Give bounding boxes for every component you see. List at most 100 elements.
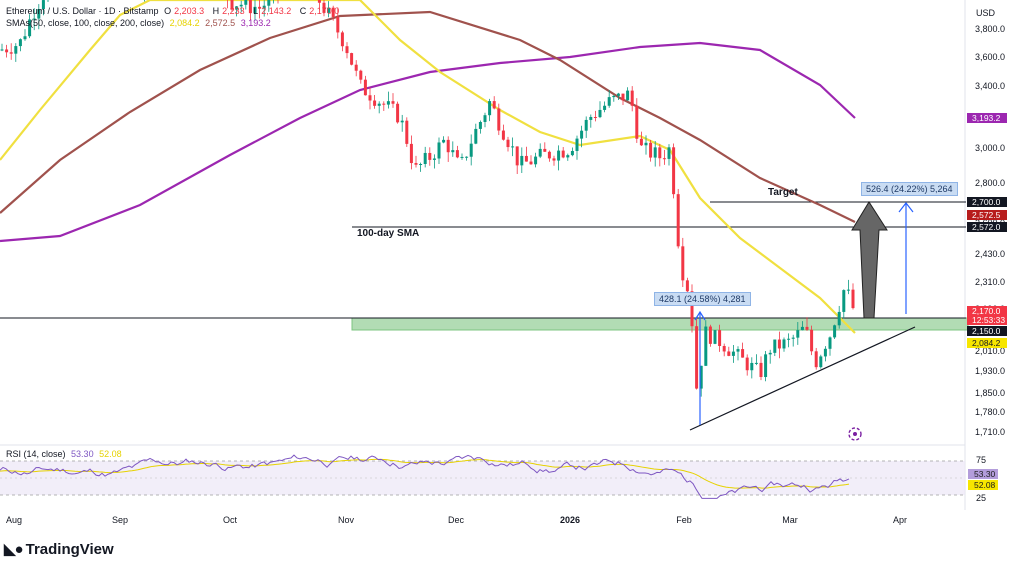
sma50-line	[0, 0, 856, 334]
x-tick-label: Sep	[112, 515, 128, 525]
candle-body	[244, 0, 248, 5]
x-axis: Aug Sep Oct Nov Dec 2026 Feb Mar Apr	[6, 515, 907, 525]
candle-body	[446, 139, 450, 153]
candle-body	[561, 150, 565, 158]
y-tick-label: 1,710.0	[975, 427, 1005, 437]
candle-body	[805, 326, 809, 330]
candle-body	[658, 147, 662, 159]
candle-body	[796, 330, 800, 338]
candle-body	[377, 103, 381, 106]
candle-body	[391, 101, 395, 104]
candle-body	[603, 105, 607, 110]
candle-body	[9, 52, 13, 54]
ohlc-low: L 2,143.2	[253, 6, 292, 16]
candle-body	[423, 152, 427, 165]
rsi-legend-label: RSI (14, close)	[6, 449, 66, 459]
candle-body	[626, 90, 630, 101]
candle-body	[5, 49, 9, 53]
y-tick-label: 1,780.0	[975, 407, 1005, 417]
candle-body	[23, 36, 27, 40]
price-badge: 2,700.0	[972, 197, 1001, 207]
rsi-legend: RSI (14, close) 53.30 52.08	[6, 449, 125, 459]
candle-body	[690, 291, 694, 327]
sma200-line	[0, 41, 856, 243]
candle-body	[345, 46, 349, 54]
candle-body	[846, 289, 850, 291]
price-badge: 2,572.5	[972, 210, 1001, 220]
sma-legend-label: SMAs(50, close, 100, close, 200, close)	[6, 18, 165, 28]
candle-body	[685, 280, 689, 292]
candle-body	[584, 119, 588, 131]
rsi-ma-line	[0, 458, 850, 489]
candle-body	[396, 103, 400, 123]
measure-label-upper: 526.4 (24.22%) 5,264	[861, 182, 958, 196]
candle-body	[598, 109, 602, 118]
candle-body	[437, 142, 441, 159]
candle-body	[713, 330, 717, 344]
projection-arrow	[851, 201, 888, 319]
ohlc-open: O 2,203.3	[164, 6, 205, 16]
tradingview-logo[interactable]: ◣● TradingView	[4, 540, 114, 559]
candle-body	[515, 146, 519, 166]
y-tick-label: 2,430.0	[975, 249, 1005, 259]
price-badges: 2,700.0 2,572.5 2,572.0 3,193.2 2,170.012:53…	[967, 113, 1007, 348]
candle-body	[566, 155, 570, 158]
candle-body	[635, 105, 639, 139]
candle-body	[497, 108, 501, 131]
candle-body	[547, 151, 551, 159]
candle-body	[672, 147, 676, 195]
x-tick-label: Mar	[782, 515, 798, 525]
candle-body	[478, 121, 482, 129]
price-badge-bg	[967, 210, 1007, 220]
candle-body	[331, 7, 335, 17]
candle-body	[814, 351, 818, 368]
price-badge-bg	[967, 197, 1007, 207]
candle-body	[644, 142, 648, 146]
candle-body	[534, 156, 538, 165]
support-zone	[351, 317, 969, 331]
candle-body	[235, 6, 239, 10]
candle-body	[745, 357, 749, 371]
candle-body	[37, 9, 41, 19]
tradingview-logo-icon: ◣●	[4, 541, 24, 558]
candle-body	[32, 18, 36, 20]
candle-body	[750, 362, 754, 371]
candle-body	[414, 163, 418, 165]
candle-body	[773, 339, 777, 353]
candle-body	[695, 326, 699, 389]
indicator-icon	[848, 427, 862, 441]
y-tick-label: 3,600.0	[975, 52, 1005, 62]
candle-body	[704, 326, 708, 366]
candle-body	[718, 330, 722, 346]
candle-body	[465, 156, 469, 158]
price-badge-bg	[967, 338, 1007, 348]
candle-body	[451, 150, 455, 153]
candle-body	[524, 155, 528, 162]
rsi-legend-ma: 52.08	[99, 449, 122, 459]
sma100-annotation: 100-day SMA	[357, 228, 420, 239]
measure-label-lower: 428.1 (24.58%) 4,281	[654, 292, 751, 306]
candle-body	[575, 138, 579, 151]
candle-body	[405, 120, 409, 144]
ascending-trendline	[689, 326, 916, 431]
candle-body	[248, 0, 252, 14]
y-tick-label: 3,800.0	[975, 24, 1005, 34]
candle-body	[607, 97, 611, 106]
candle-body	[727, 351, 731, 356]
y-tick-label: 3,000.0	[975, 143, 1005, 153]
candle-body	[322, 2, 326, 13]
candle-body	[373, 100, 377, 106]
candle-body	[460, 156, 464, 158]
rsi-value-badge-bg	[968, 469, 998, 479]
candle-body	[842, 290, 846, 312]
candle-body	[28, 19, 32, 37]
candle-body	[258, 6, 262, 9]
candle-body	[787, 338, 791, 340]
candle-body	[543, 148, 547, 152]
candle-body	[764, 354, 768, 378]
price-badge-bg	[967, 222, 1007, 232]
candle-body	[649, 142, 653, 158]
candle-body	[506, 139, 510, 148]
candle-body	[359, 70, 363, 80]
